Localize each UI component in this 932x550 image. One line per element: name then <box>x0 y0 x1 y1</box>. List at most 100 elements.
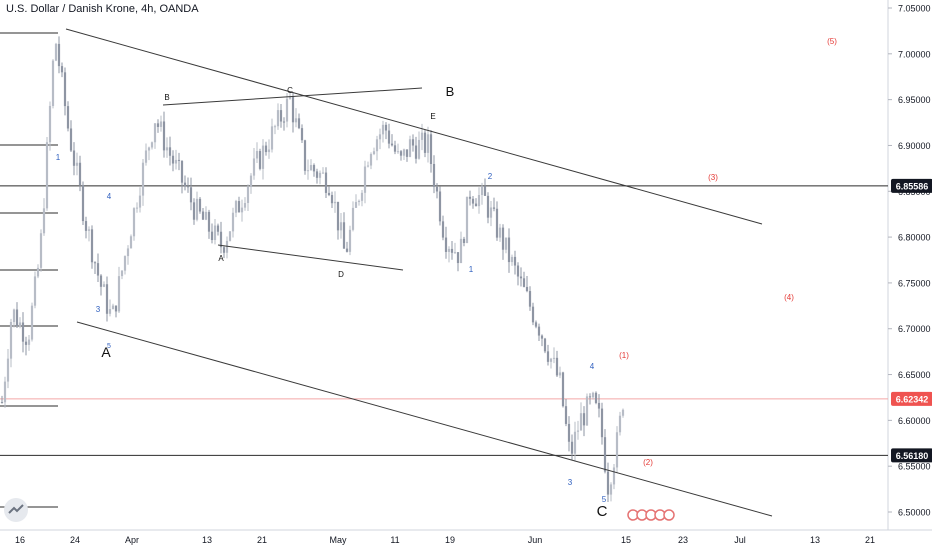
candle-body <box>333 201 337 204</box>
candle-body <box>36 267 40 277</box>
candle-body <box>177 159 181 161</box>
candle-body <box>501 227 505 250</box>
triangle-upper-line <box>162 87 423 106</box>
candle-body <box>0 402 4 404</box>
candle-body <box>249 175 253 187</box>
candle-body <box>78 162 82 186</box>
candle-body <box>192 202 196 220</box>
event-badge-icon[interactable] <box>663 509 675 521</box>
candle-body <box>24 341 28 345</box>
candle-body <box>324 172 328 193</box>
candle-body <box>348 229 352 252</box>
candle-body <box>369 154 373 166</box>
candle-body <box>33 276 37 306</box>
candle-body <box>426 134 430 153</box>
candle-body <box>495 208 499 238</box>
candle-body <box>243 203 247 208</box>
candle-body <box>132 208 136 237</box>
candle-body <box>72 150 76 166</box>
candle-body <box>621 409 625 416</box>
candle-body <box>456 252 460 264</box>
candle-body <box>540 335 544 339</box>
candle-body <box>48 105 52 143</box>
candle-body <box>300 128 304 141</box>
candle-body <box>51 60 55 106</box>
tradingview-logo-icon[interactable] <box>4 498 28 522</box>
candle-body <box>471 198 475 204</box>
candle-body <box>231 212 235 232</box>
y-tick-label: 7.00000 <box>898 49 931 59</box>
candle-body <box>498 227 502 238</box>
candle-body <box>66 106 70 129</box>
wave-label: (5) <box>827 37 837 46</box>
candle-body <box>222 247 226 253</box>
candle-body <box>165 147 169 151</box>
candle-body <box>411 139 415 146</box>
candle-body <box>288 96 292 99</box>
candle-body <box>276 110 280 127</box>
candle-body <box>6 358 10 382</box>
candle-body <box>450 248 454 253</box>
candle-body <box>486 195 490 218</box>
x-tick-label: 23 <box>678 535 688 545</box>
candle-body <box>351 207 355 230</box>
candle-body <box>327 192 331 196</box>
candle-body <box>405 149 409 157</box>
y-tick-label: 6.70000 <box>898 324 931 334</box>
candle-body <box>207 211 211 232</box>
candle-body <box>120 270 124 277</box>
candle-body <box>441 221 445 238</box>
candle-body <box>159 121 163 127</box>
candle-body <box>183 182 187 187</box>
candle-body <box>174 159 178 164</box>
x-tick-label: May <box>329 535 347 545</box>
candle-body <box>309 165 313 171</box>
x-tick-label: Apr <box>125 535 139 545</box>
candle-body <box>57 43 61 67</box>
candle-body <box>189 187 193 203</box>
candle-body <box>525 286 529 292</box>
candle-body <box>489 207 493 218</box>
candle-body <box>618 415 622 433</box>
candle-body <box>39 233 43 268</box>
candle-body <box>297 118 301 129</box>
candle-body <box>219 231 223 248</box>
candle-body <box>549 358 553 362</box>
candle-body <box>453 252 457 254</box>
y-tick-label: 6.80000 <box>898 233 931 243</box>
lower-channel-line <box>76 321 773 517</box>
candle-body <box>216 225 220 232</box>
candle-body <box>399 151 403 156</box>
candle-body <box>339 222 343 231</box>
candle-body <box>93 262 97 264</box>
candle-body <box>357 200 361 203</box>
candle-body <box>381 124 385 135</box>
candle-body <box>9 322 13 359</box>
candle-body <box>69 128 73 151</box>
candle-body <box>45 142 49 209</box>
y-tick-label: 6.90000 <box>898 141 931 151</box>
y-tick-label: 6.50000 <box>898 508 931 518</box>
price-label-text: 6.56180 <box>896 451 929 461</box>
candle-body <box>195 198 199 220</box>
wave-label: B <box>446 84 455 99</box>
candle-body <box>444 237 448 252</box>
x-tick-label: Jun <box>528 535 543 545</box>
wave-label: 4 <box>107 192 112 201</box>
candle-body <box>96 263 100 276</box>
candle-body <box>291 96 295 123</box>
candle-body <box>246 186 250 204</box>
x-tick-label: 11 <box>390 535 399 545</box>
wave-label: 5 <box>107 343 111 350</box>
wave-label: 2 <box>488 172 493 181</box>
price-label-box <box>891 391 932 406</box>
candle-body <box>384 124 388 131</box>
candle-body <box>42 208 46 234</box>
candle-body <box>516 265 520 277</box>
candle-body <box>447 248 451 252</box>
candle-body <box>354 202 358 208</box>
candle-body <box>261 145 265 169</box>
candle-body <box>552 357 556 359</box>
candle-body <box>117 276 121 312</box>
candle-body <box>321 172 325 174</box>
